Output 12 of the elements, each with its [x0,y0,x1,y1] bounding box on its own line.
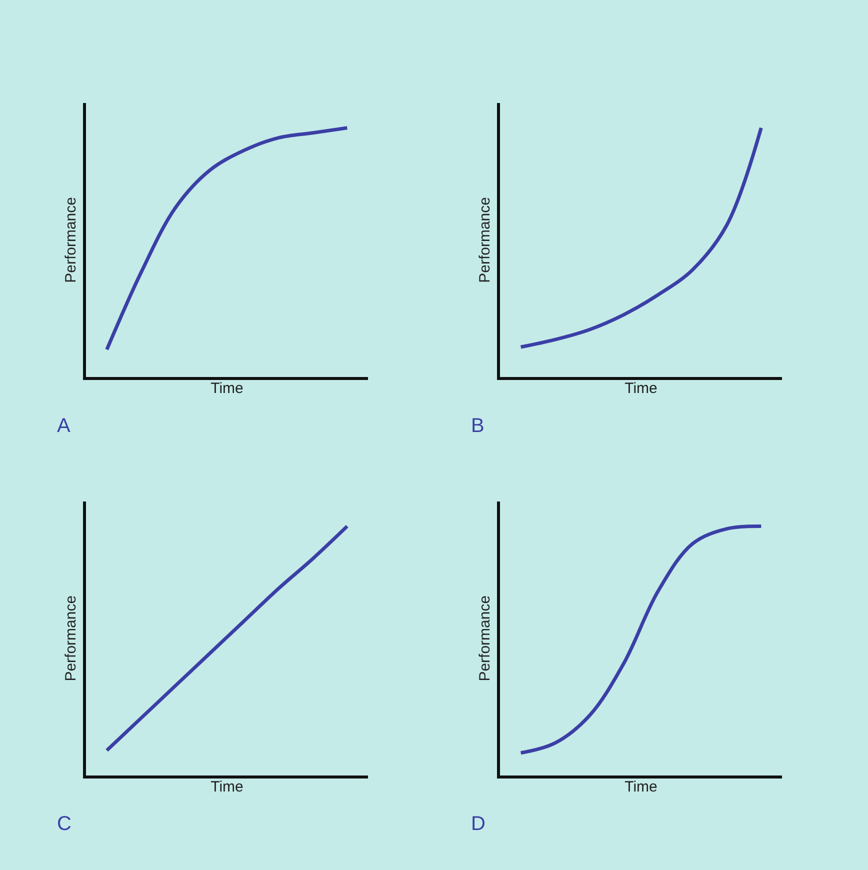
text: D [471,813,486,835]
x-axis-title: Time [624,778,658,796]
text: B [471,415,484,437]
y-axis-title: Performance [62,595,80,682]
y-axis-title: Performance [476,595,494,682]
x-axis-title: Time [624,380,658,397]
text: A [57,415,71,437]
x-axis-title: Time [210,778,244,796]
x-axis-title: Time [210,380,244,397]
y-axis-title: Performance [62,197,80,283]
text: C [57,813,72,835]
y-axis-title: Performance [476,197,494,283]
